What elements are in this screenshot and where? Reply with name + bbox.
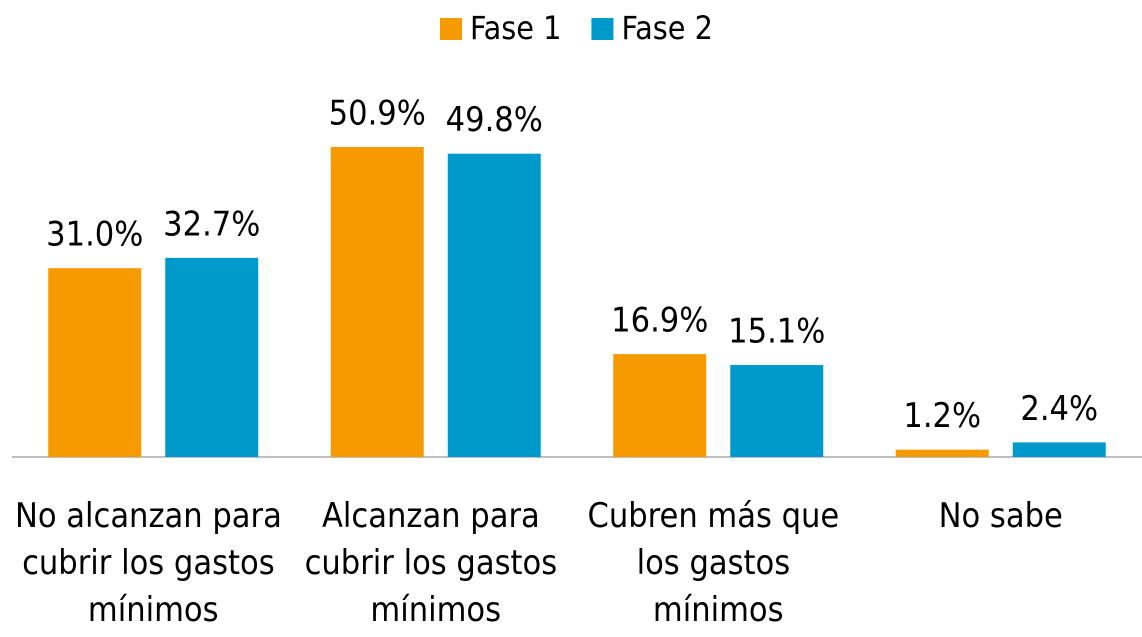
- value-label: 1.2%: [903, 396, 981, 436]
- value-label: 2.4%: [1020, 389, 1098, 429]
- value-label: 32.7%: [163, 204, 260, 244]
- value-label: 49.8%: [446, 100, 543, 140]
- value-label: 16.9%: [611, 301, 708, 341]
- bar: [730, 365, 824, 457]
- bar: [895, 449, 989, 457]
- value-label: 31.0%: [46, 215, 143, 255]
- value-label: 50.9%: [329, 94, 426, 134]
- legend-swatch: [591, 18, 614, 40]
- bar: [613, 354, 707, 457]
- x-tick-label: Alcanzan para cubrir los gastos mínimos: [305, 496, 567, 630]
- x-tick-label: Cubren más que los gastos mínimos: [588, 496, 849, 630]
- x-tick-label: No alcanzan para cubrir los gastos mínim…: [15, 496, 292, 630]
- legend-label: Fase 1: [470, 9, 561, 47]
- value-label: 15.1%: [728, 312, 825, 352]
- bar: [330, 147, 424, 457]
- legend-label: Fase 2: [621, 9, 712, 47]
- bar: [1012, 442, 1106, 457]
- x-tick-label: No sabe: [939, 496, 1063, 536]
- bar: [48, 268, 142, 457]
- bar: [447, 153, 541, 458]
- bar: [165, 257, 259, 457]
- legend-swatch: [440, 18, 462, 40]
